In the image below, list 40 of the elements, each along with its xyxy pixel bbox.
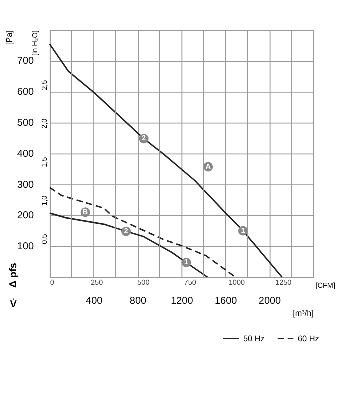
annotation: 2 (124, 226, 128, 236)
y2-axis-title: [in H₂O] (30, 30, 40, 56)
line-series (49, 212, 208, 278)
y2-tick-label: 2,5 (40, 80, 49, 90)
y2-tick-label: 1,0 (40, 196, 49, 206)
x2-tick-label: 1250 (276, 278, 292, 288)
text: V̇ (10, 298, 18, 310)
x2-tick-label: 0 (50, 278, 54, 288)
x2-tick-label: 1000 (228, 278, 246, 288)
line-series (49, 44, 283, 278)
annotation: 2 (142, 134, 146, 143)
y-tick-label: 100 (17, 242, 35, 253)
y-tick-label: 700 (17, 56, 35, 68)
x2-tick-label: 750 (184, 278, 196, 288)
y2-tick-label: 2,0 (40, 118, 49, 129)
y-tick-label: 400 (17, 148, 35, 160)
x-tick-label: 1200 (171, 296, 194, 308)
x-tick-label: 400 (86, 296, 104, 308)
x2-axis-title: [CFM] (316, 280, 336, 290)
annotation: 1 (241, 226, 246, 235)
legend-label: 50 Hz (244, 334, 265, 344)
x-tick-label: 1600 (214, 296, 238, 308)
x-axis-title: [m³/h] (293, 308, 314, 318)
y-axis-title: [Pa] (4, 30, 14, 46)
x2-tick-label: 500 (138, 278, 150, 288)
annotation: A (206, 162, 212, 171)
y2-tick-label: 1,5 (40, 157, 49, 168)
x2-tick-label: 250 (91, 278, 104, 288)
y-tick-label: 500 (17, 118, 35, 130)
annotation: B (82, 207, 88, 216)
y-tick-label: 300 (17, 180, 35, 191)
x-tick-label: 2000 (258, 296, 282, 308)
y-tick-label: 200 (17, 210, 35, 222)
text: Δ pfs (8, 262, 20, 288)
y-tick-label: 600 (17, 87, 35, 98)
legend-label: 60 Hz (298, 334, 320, 344)
y2-tick-label: 0,5 (40, 234, 49, 244)
x-tick-label: 800 (130, 296, 148, 308)
line-series (49, 186, 236, 278)
annotation: 1 (184, 258, 188, 267)
